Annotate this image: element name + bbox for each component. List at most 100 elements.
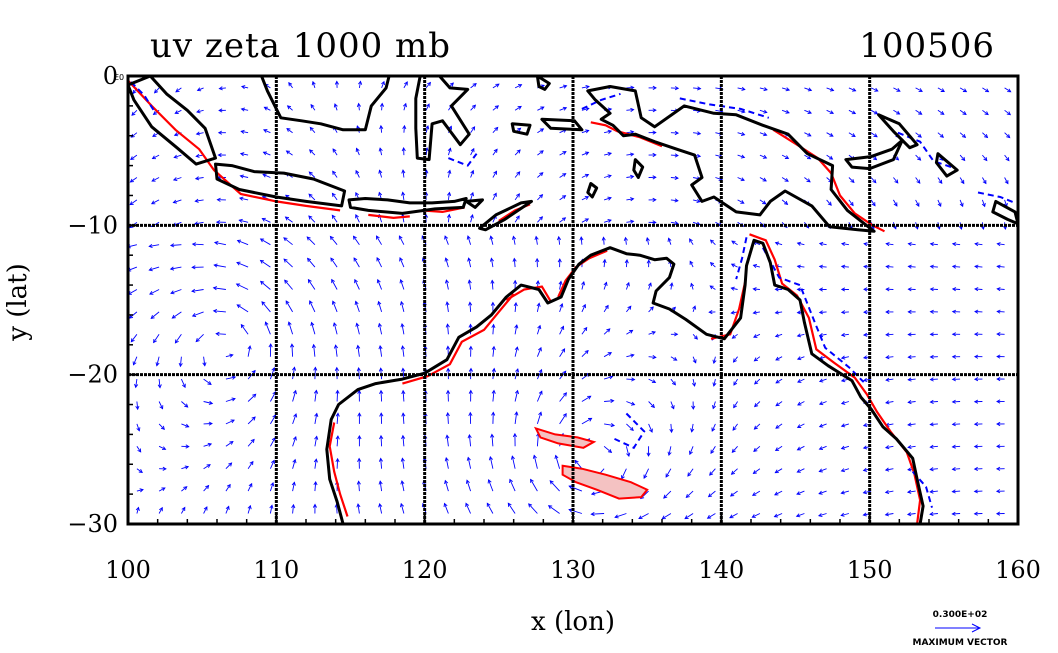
wind-vector-head [447,191,452,196]
wind-vector-head [468,345,473,350]
wind-vector [181,486,188,492]
wind-vector-head [885,264,890,269]
wind-vector-head [896,88,901,92]
wind-vector-head [284,216,290,221]
wind-vector-field [128,80,1012,520]
wind-vector-head [354,300,359,305]
wind-vector-head [183,486,188,491]
y-tick-label: −30 [67,510,118,538]
vorticity-fill [561,464,649,500]
wind-vector [225,484,231,492]
wind-vector-head [585,107,590,112]
wind-vector [292,436,297,447]
wind-vector-head [547,505,553,510]
wind-vector-head [285,150,291,155]
coastline-lesser-sunda [347,197,468,215]
wind-vector-head [376,257,381,262]
wind-vector-head [270,482,275,487]
wind-vector-head [807,132,812,137]
wind-vector [626,153,634,156]
wind-vector-head [191,265,196,270]
wind-vector [492,127,499,134]
wind-vector-head [447,147,452,152]
wind-vector [158,379,161,388]
wind-vector-head [181,506,186,512]
wind-vector-head [863,287,868,292]
wind-vector-head [263,106,268,111]
wind-vector [796,490,805,495]
wind-vector-head [260,280,265,285]
wind-vector-head [205,484,210,490]
wind-vector-head [896,110,901,115]
wind-vector [710,446,716,454]
wind-vector-head [895,156,900,161]
wind-vector [841,333,849,336]
wind-vector-head [796,264,801,269]
wind-vector-head [730,286,735,291]
wind-vector-head [445,411,450,417]
wind-vector-head [667,451,672,457]
wind-vector [153,334,160,343]
wind-vector [886,356,894,358]
wind-vector-head [796,241,802,246]
wind-vector-head [862,422,868,428]
wind-vector [260,281,271,290]
wind-vector-head [862,332,868,337]
legend-label: MAXIMUM VECTOR [912,638,1007,648]
wind-vector-head [129,201,134,206]
wind-vector-head [818,490,823,495]
wind-vector-head [1005,157,1010,162]
wind-vector-head [674,221,679,226]
wind-vector-head [514,324,519,329]
wind-vector [537,172,544,178]
wind-vector [446,435,449,447]
wind-vector-head [829,87,835,92]
wind-vector-head [862,467,868,472]
wind-vector [380,458,383,469]
wind-vector [379,503,383,514]
wind-vector-head [159,405,164,410]
wind-vector [240,153,249,156]
wind-vector-head [135,405,140,411]
wind-vector-head [562,413,567,418]
wind-vector [402,390,405,402]
wind-vector-head [939,133,945,138]
wind-vector-head [741,86,746,91]
wind-vector-head [674,198,679,203]
wind-vector [514,302,517,312]
wind-vector-head [331,192,336,197]
wind-vector [907,513,916,515]
wind-vector [236,304,249,313]
wind-vector [885,401,894,404]
wind-vector [445,280,449,290]
wind-vector [691,423,694,432]
y-tick-label: 0 [103,62,118,90]
wind-vector-head [985,88,990,93]
wind-vector [713,378,716,387]
wind-vector-head [885,287,890,292]
wind-vector-head [195,153,200,158]
wind-vector [885,445,894,449]
wind-vector-head [471,104,477,109]
wind-vector-head [174,110,179,114]
wind-vector [959,177,965,184]
wind-vector-head [400,345,405,350]
wind-vector [626,198,634,201]
wind-vector [536,391,543,402]
wind-vector [818,513,827,517]
wind-vector-head [984,111,989,116]
wind-vector [444,235,449,245]
wind-vector [915,109,922,115]
wind-vector-head [355,214,359,219]
wind-vector [197,87,204,91]
wind-vector-head [630,197,635,202]
wind-vector-head [489,235,494,240]
wind-vector-head [169,266,175,271]
wind-vector-head [674,86,680,91]
wind-vector-head [940,110,945,115]
wind-vector [203,401,213,404]
wind-vector [819,423,827,428]
wind-vector-head [784,155,790,159]
wind-vector [692,379,696,387]
wind-vector-head [268,343,273,348]
